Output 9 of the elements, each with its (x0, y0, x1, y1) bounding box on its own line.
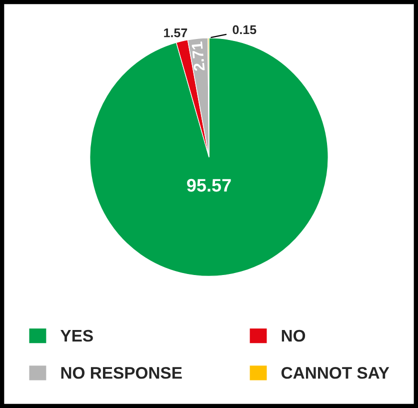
legend-label: NO (282, 330, 306, 342)
legend-label: YES (60, 330, 93, 342)
data-label: 1.57 (164, 28, 188, 38)
legend-label: NO RESPONSE (61, 366, 182, 379)
pie-slice (90, 38, 328, 277)
legend-label: CANNOT SAY (281, 366, 390, 379)
data-label: 0.15 (232, 25, 256, 34)
data-label: 2.71 (191, 42, 205, 72)
data-label: 95.57 (187, 178, 231, 192)
